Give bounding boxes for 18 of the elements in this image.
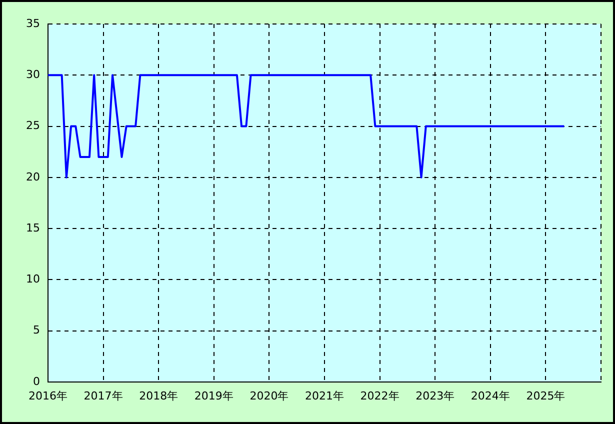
y-tick-label: 25 <box>26 119 40 132</box>
x-tick-label: 2020年 <box>250 389 289 402</box>
x-tick-label: 2023年 <box>416 389 455 402</box>
y-tick-label: 35 <box>26 16 40 30</box>
x-tick-label: 2019年 <box>194 389 234 402</box>
y-tick-label: 20 <box>26 170 40 184</box>
x-tick-label: 2022年 <box>360 389 400 402</box>
x-tick-label: 2018年 <box>139 389 178 402</box>
x-tick-label: 2024年 <box>470 389 510 402</box>
y-tick-label: 0 <box>33 374 40 388</box>
y-tick-label: 15 <box>26 221 40 234</box>
x-tick-label: 2021年 <box>305 389 344 402</box>
y-tick-label: 10 <box>26 272 40 286</box>
x-tick-label: 2017年 <box>84 389 123 402</box>
y-tick-label: 5 <box>33 324 40 337</box>
x-tick-label: 2025年 <box>526 389 566 402</box>
x-tick-label: 2016年 <box>28 389 68 402</box>
y-tick-label: 30 <box>26 68 40 81</box>
